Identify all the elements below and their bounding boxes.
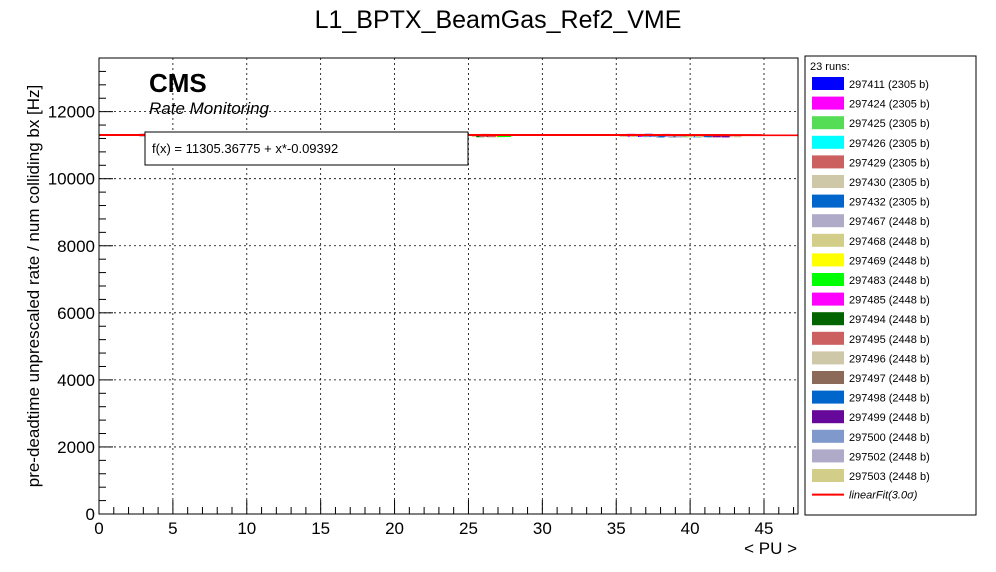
legend-label: 297495 (2448 b) <box>849 334 930 346</box>
legend-swatch <box>812 429 844 443</box>
y-tick-label: 12000 <box>48 103 95 122</box>
y-tick-label: 6000 <box>57 304 95 323</box>
legend-label: 297496 (2448 b) <box>849 353 930 365</box>
legend-swatch <box>812 214 844 228</box>
legend-swatch <box>812 135 844 149</box>
legend-swatch <box>812 96 844 110</box>
legend-header: 23 runs: <box>810 61 850 73</box>
fit-box <box>144 131 469 166</box>
x-tick-label: 25 <box>459 519 478 538</box>
legend-label: 297426 (2305 b) <box>849 138 930 150</box>
legend-swatch <box>812 469 844 482</box>
legend-swatch <box>812 253 844 267</box>
legend-swatch <box>812 312 844 326</box>
legend-label: 297483 (2448 b) <box>849 275 930 287</box>
rate-monitoring-label: Rate Monitoring <box>149 99 270 118</box>
y-tick-label: 0 <box>86 505 95 524</box>
legend-label: 297498 (2448 b) <box>849 393 930 405</box>
legend-label: 297485 (2448 b) <box>849 295 930 307</box>
legend-label: 297499 (2448 b) <box>849 412 930 424</box>
legend-entries: 297411 (2305 b) 297424 (2305 b) 297425 (23… <box>812 77 930 502</box>
x-tick-label: 15 <box>311 519 330 538</box>
legend-swatch <box>812 77 844 90</box>
y-tick-label: 10000 <box>48 170 95 189</box>
x-tick-label: 20 <box>385 519 404 538</box>
legend-label: 297425 (2305 b) <box>849 118 930 130</box>
legend-label: 297432 (2305 b) <box>849 197 930 209</box>
legend-fit-label: linearFit(3.0σ) <box>849 490 918 502</box>
legend-label: 297430 (2305 b) <box>849 177 930 189</box>
chart-title: L1_BPTX_BeamGas_Ref2_VME <box>315 6 682 34</box>
legend-swatch <box>812 351 844 365</box>
legend-label: 297469 (2448 b) <box>849 255 930 267</box>
legend-label: 297424 (2305 b) <box>849 99 930 111</box>
x-tick-label: 5 <box>168 519 177 538</box>
legend-label: 297468 (2448 b) <box>849 236 930 248</box>
x-tick-label: 0 <box>94 519 103 538</box>
x-axis-title: < PU > <box>744 539 797 558</box>
legend-swatch <box>812 449 844 463</box>
legend-swatch <box>812 273 844 286</box>
legend-label: 297494 (2448 b) <box>849 314 930 326</box>
x-tick-label: 45 <box>755 519 774 538</box>
legend-swatch <box>812 233 844 247</box>
legend-swatch <box>812 331 844 345</box>
y-tick-label: 8000 <box>57 237 95 256</box>
legend-label: 297411 (2305 b) <box>849 79 929 91</box>
legend-label: 297503 (2448 b) <box>849 471 930 483</box>
legend-swatch <box>812 175 844 188</box>
x-tick-label: 30 <box>533 519 552 538</box>
legend-swatch <box>812 292 844 306</box>
y-tick-label: 2000 <box>57 438 95 457</box>
legend-label: 297497 (2448 b) <box>849 373 930 385</box>
legend-swatch <box>812 410 844 424</box>
legend-swatch <box>812 194 844 208</box>
cms-label: CMS <box>149 68 207 98</box>
legend-swatch <box>812 155 844 169</box>
axes: 0 5 10 15 20 25 30 35 40 45 0 2000 4000 6000 8000 10000… <box>48 57 795 538</box>
legend-swatch <box>812 116 844 130</box>
x-tick-label: 35 <box>607 519 626 538</box>
y-axis-title: pre-deadtime unprescaled rate / num coll… <box>24 85 43 488</box>
legend-label: 297429 (2305 b) <box>849 157 930 169</box>
plot-frame <box>99 58 798 514</box>
x-tick-label: 10 <box>237 519 256 538</box>
legend-swatch <box>812 371 844 384</box>
x-tick-label: 40 <box>681 519 700 538</box>
legend-label: 297467 (2448 b) <box>849 216 930 228</box>
legend-swatch <box>812 390 844 404</box>
fit-formula: f(x) = 11305.36775 + x*-0.09392 <box>152 141 338 156</box>
legend-label: 297500 (2448 b) <box>849 432 930 444</box>
legend-label: 297502 (2448 b) <box>849 451 930 463</box>
y-tick-label: 4000 <box>57 371 95 390</box>
